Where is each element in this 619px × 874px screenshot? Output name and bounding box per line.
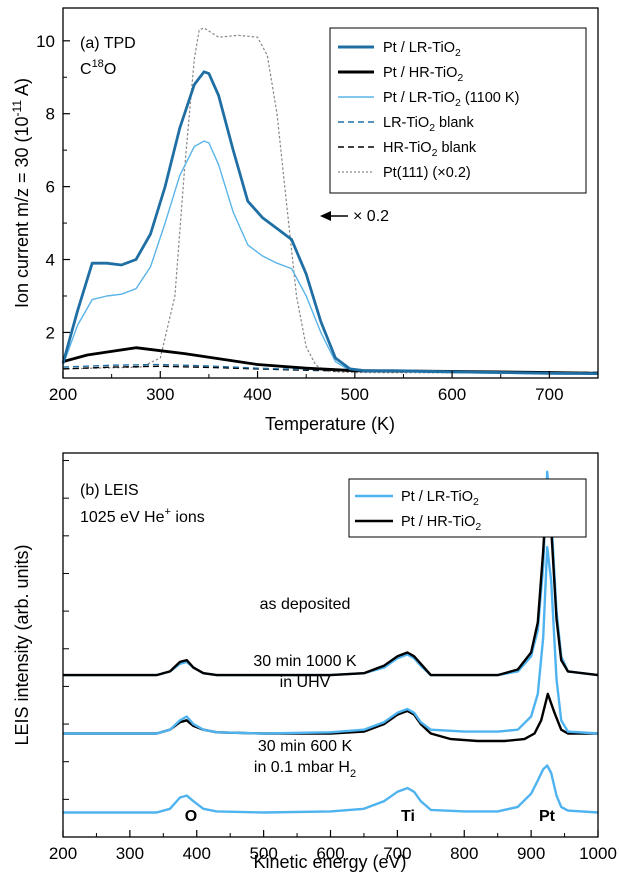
ylabel-main: Ion current m/z = 30 (10 (12, 116, 32, 308)
ylabel-unit: A) (12, 78, 32, 100)
scale-arrow-icon (320, 211, 331, 221)
panel-a: 200 300 400 500 600 700 2 4 6 8 10 (a) TPD C18O Io… (10, 7, 599, 434)
ion-charge: + (165, 506, 171, 518)
panel-b-ion-info: 1025 eV He+ ions (80, 506, 205, 526)
legend-b-label-main: Pt / LR-TiO (401, 489, 473, 505)
peak-label-o: O (185, 808, 197, 825)
h2-main: in 0.1 mbar H (254, 759, 350, 776)
spectrum-label-uhv-line2: in UHV (280, 674, 331, 691)
peak-label-pt: Pt (539, 808, 556, 825)
x-tick-label-a-600: 600 (438, 385, 466, 404)
legend-a-label-sub: 2 (429, 122, 435, 134)
legend-a-label-5: Pt(111) (×0.2) (383, 165, 471, 181)
series-line-b-30-min-600-k-in-0-1-mbar-h2-pt-lr-tio2 (63, 764, 599, 814)
ion-main: 1025 eV He (80, 509, 165, 526)
x-tick-label-a-700: 700 (535, 385, 563, 404)
x-tick-label-a-300: 300 (146, 385, 174, 404)
x-tick-label-b-200: 200 (49, 844, 77, 863)
legend-a-label-tail: blank (435, 115, 474, 131)
panel-a-ticks: 200 300 400 500 600 700 2 4 6 8 10 (36, 32, 563, 404)
panel-a-ylabel: Ion current m/z = 30 (10-11 A) (10, 78, 32, 308)
h2-subscript: 2 (350, 768, 356, 780)
panel-b-xlabel: Kinetic energy (eV) (253, 852, 406, 872)
x-tick-label-b-800: 800 (450, 844, 478, 863)
panel-a-plot-area (61, 27, 599, 375)
series-line-a-pt-lr-tio2 (61, 70, 599, 375)
legend-a-label-sub: 2 (455, 97, 461, 109)
peak-label-ti: Ti (401, 808, 415, 825)
legend-b-label-sub: 2 (473, 496, 479, 508)
legend-a-label-tail: (1100 K) (461, 90, 520, 106)
x-tick-label-b-700: 700 (383, 844, 411, 863)
x-tick-label-b-900: 900 (517, 844, 545, 863)
legend-a-label-0: Pt / LR-TiO2 (383, 40, 461, 59)
panel-b-ticks: 200 300 400 500 600 700 800 900 1000 (49, 460, 617, 863)
legend-a-label-tail: blank (437, 140, 476, 156)
legend-b-label-sub: 2 (475, 521, 481, 533)
panel-a-xlabel: Temperature (K) (265, 414, 395, 434)
scale-note-text: × 0.2 (353, 208, 389, 225)
panel-a-label: (a) TPD (80, 35, 136, 52)
x-tick-label-b-1000: 1000 (579, 844, 617, 863)
legend-a-label-1: Pt / HR-TiO2 (383, 65, 463, 84)
legend-a-label-main: LR-TiO (383, 115, 429, 131)
spectrum-label-h2-line1: 30 min 600 K (258, 738, 353, 755)
species-o: O (104, 61, 116, 78)
y-tick-label-a-4: 4 (46, 251, 55, 270)
legend-a-label-4: HR-TiO2 blank (383, 140, 477, 159)
legend-a-label-2: Pt / LR-TiO2 (1100 K) (383, 90, 519, 109)
legend-a-label-3: LR-TiO2 blank (383, 115, 474, 134)
x-tick-label-a-400: 400 (243, 385, 271, 404)
panel-b: 200 300 400 500 600 700 800 900 1000 (b) LEIS 10… (12, 452, 617, 872)
series-line-b-30-min-1000-k-in-uhv-pt-lr-tio2 (63, 545, 599, 735)
species-isotope: 18 (92, 58, 104, 70)
x-tick-label-b-500: 500 (249, 844, 277, 863)
legend-b-label-main: Pt / HR-TiO (401, 514, 475, 530)
legend-a-label-main: HR-TiO (383, 140, 432, 156)
legend-a-label-main: Pt / LR-TiO (383, 90, 455, 106)
x-tick-label-b-400: 400 (183, 844, 211, 863)
series-line-a-lr-tio2-blank (62, 363, 599, 374)
panel-b-label: (b) LEIS (80, 482, 139, 499)
spectrum-label-as-deposited: as deposited (260, 596, 351, 613)
spectrum-label-h2-line2: in 0.1 mbar H2 (254, 759, 356, 780)
ylabel-exponent: -11 (10, 100, 24, 117)
legend-a-label-main: Pt(111) (×0.2) (383, 165, 471, 181)
species-c: C (80, 61, 92, 78)
legend-a-box (329, 27, 587, 194)
series-line-b-30-min-1000-k-in-uhv-pt-hr-tio2 (63, 692, 598, 743)
legend-a-label-sub: 2 (455, 47, 461, 59)
x-tick-label-b-300: 300 (116, 844, 144, 863)
legend-a-label-sub: 2 (432, 147, 438, 159)
legend-a-label-main: Pt / LR-TiO (383, 40, 455, 56)
ion-tail: ions (171, 509, 205, 526)
legend-a-label-sub: 2 (457, 72, 463, 84)
scale-note: × 0.2 (320, 208, 389, 225)
y-tick-label-a-6: 6 (46, 178, 55, 197)
x-tick-label-a-200: 200 (49, 385, 77, 404)
y-tick-label-a-8: 8 (46, 105, 55, 124)
legend-b-label-1: Pt / HR-TiO2 (401, 514, 481, 533)
y-tick-label-a-2: 2 (46, 323, 55, 342)
spectrum-label-uhv-line1: 30 min 1000 K (253, 653, 357, 670)
panel-b-ylabel: LEIS intensity (arb. units) (12, 544, 32, 745)
panel-a-species: C18O (80, 58, 116, 78)
panel-a-frame (62, 7, 599, 379)
x-tick-label-b-600: 600 (316, 844, 344, 863)
x-tick-label-a-500: 500 (341, 385, 369, 404)
legend-a-label-main: Pt / HR-TiO (383, 65, 457, 81)
y-tick-label-a-10: 10 (36, 32, 55, 51)
legend-b-label-0: Pt / LR-TiO2 (401, 489, 479, 508)
legend-b-box (348, 478, 587, 538)
